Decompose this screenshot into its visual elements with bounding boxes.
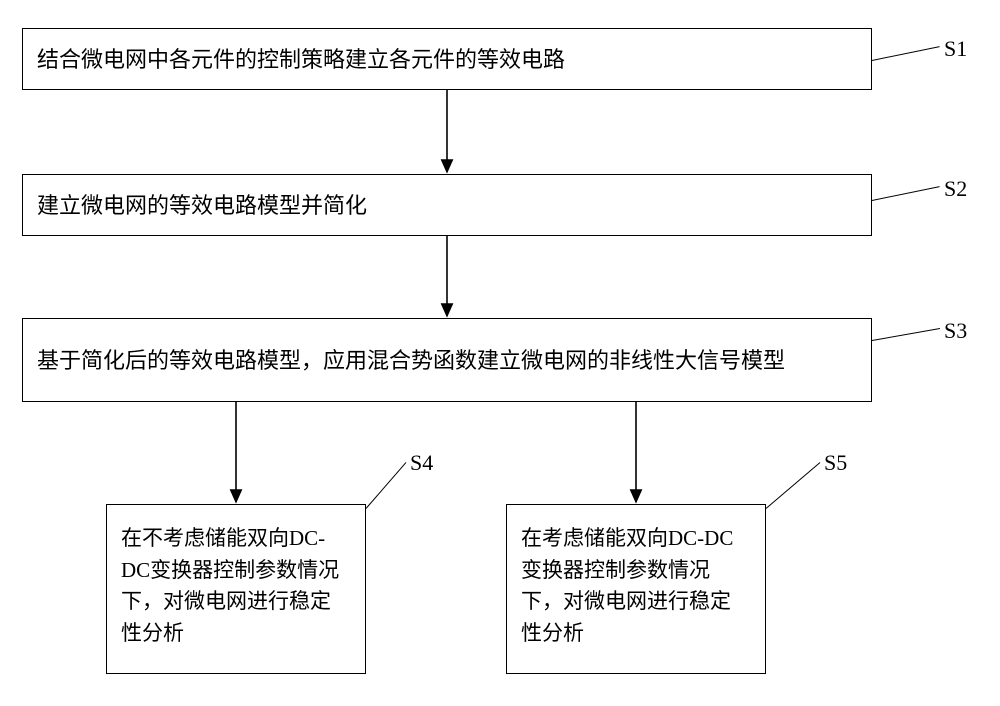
flowchart-canvas: 结合微电网中各元件的控制策略建立各元件的等效电路 S1 建立微电网的等效电路模型… [0, 0, 1000, 706]
label-s3: S3 [944, 318, 967, 344]
node-s1: 结合微电网中各元件的控制策略建立各元件的等效电路 [22, 28, 872, 90]
node-s5-text: 在考虑储能双向DC-DC变换器控制参数情况下，对微电网进行稳定性分析 [521, 523, 751, 649]
node-s4-text: 在不考虑储能双向DC-DC变换器控制参数情况下，对微电网进行稳定性分析 [121, 523, 351, 649]
node-s4: 在不考虑储能双向DC-DC变换器控制参数情况下，对微电网进行稳定性分析 [106, 504, 366, 674]
node-s3: 基于简化后的等效电路模型，应用混合势函数建立微电网的非线性大信号模型 [22, 318, 872, 402]
node-s2: 建立微电网的等效电路模型并简化 [22, 174, 872, 236]
node-s3-text: 基于简化后的等效电路模型，应用混合势函数建立微电网的非线性大信号模型 [37, 344, 785, 377]
label-s5: S5 [824, 450, 847, 476]
label-s1: S1 [944, 36, 967, 62]
leader-s1 [872, 46, 940, 61]
leader-s4 [366, 462, 407, 509]
label-s4: S4 [410, 450, 433, 476]
node-s5: 在考虑储能双向DC-DC变换器控制参数情况下，对微电网进行稳定性分析 [506, 504, 766, 674]
leader-s5 [766, 462, 821, 509]
label-s2: S2 [944, 176, 967, 202]
node-s2-text: 建立微电网的等效电路模型并简化 [37, 189, 367, 222]
leader-s2 [872, 186, 940, 201]
leader-s3 [872, 328, 940, 341]
node-s1-text: 结合微电网中各元件的控制策略建立各元件的等效电路 [37, 43, 565, 76]
